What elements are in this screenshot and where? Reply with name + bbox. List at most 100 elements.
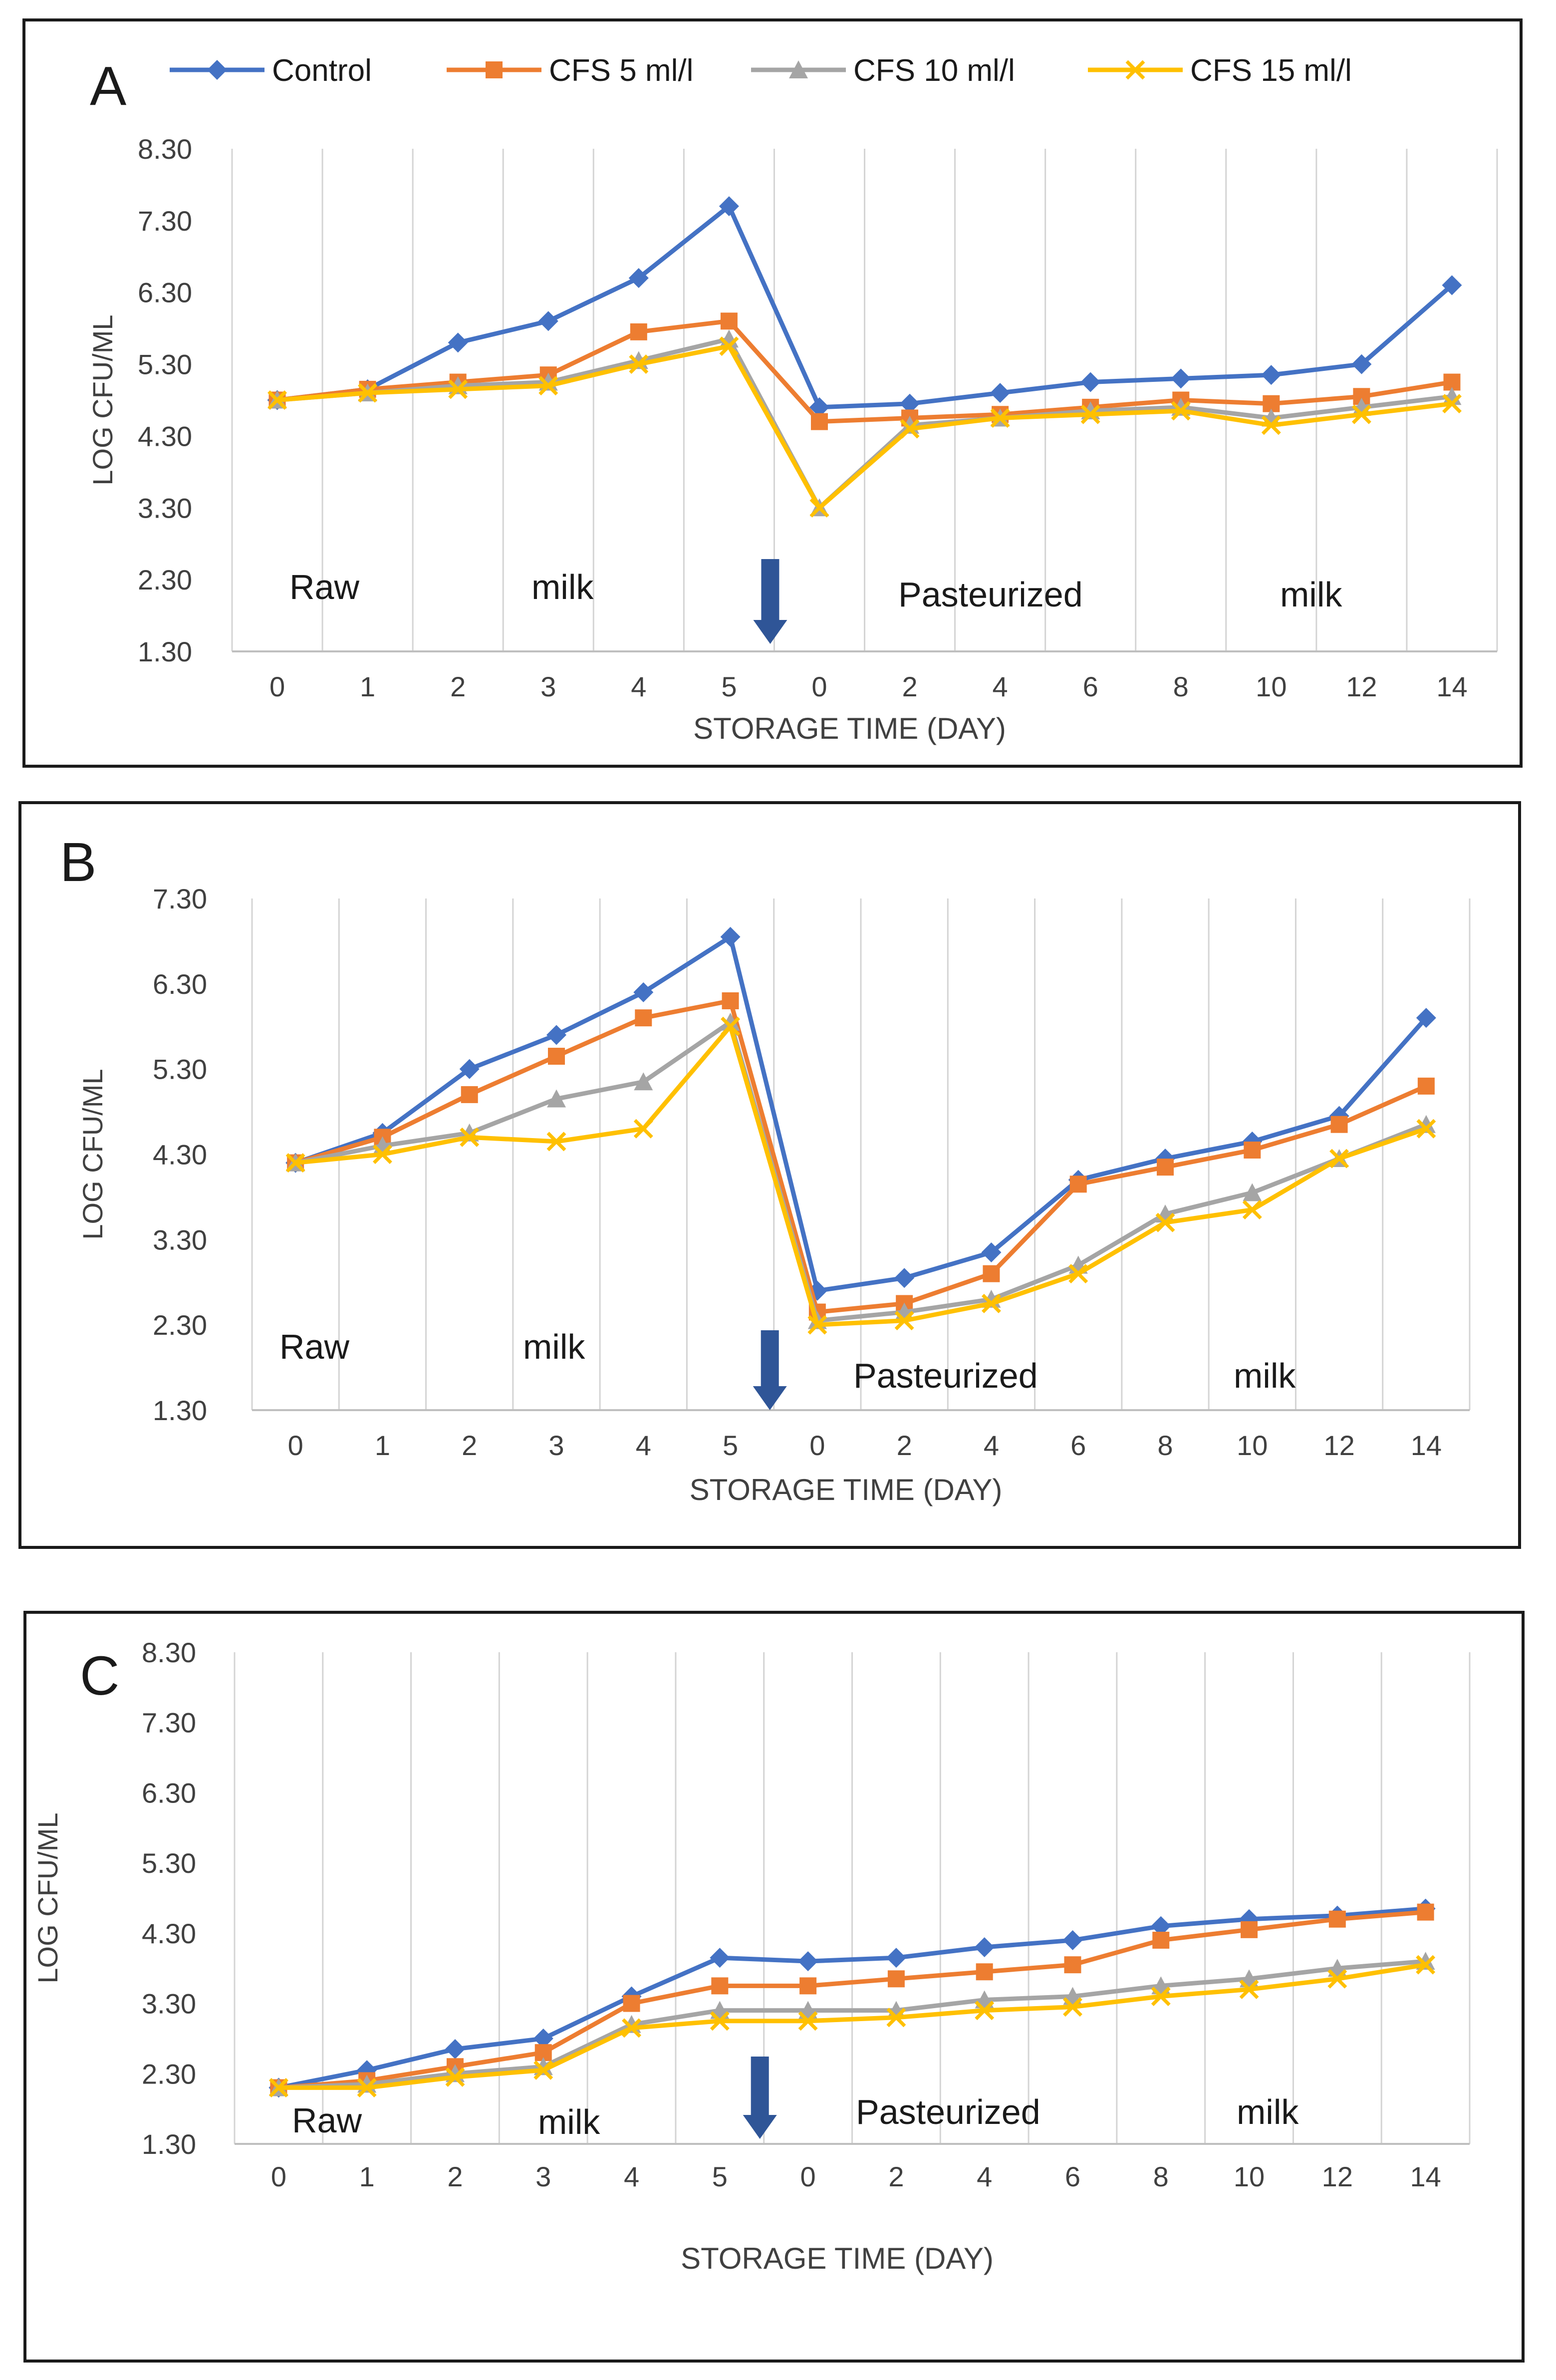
data-point <box>721 1012 740 1031</box>
data-point <box>628 268 649 288</box>
y-tick-label: 7.30 <box>138 205 192 237</box>
y-tick-label: 5.30 <box>153 1054 207 1085</box>
legend-item: CFS 15 ml/l <box>1088 53 1352 88</box>
pasteurization-arrow <box>743 2057 777 2139</box>
data-point <box>720 926 741 947</box>
x-tick-label: 0 <box>269 671 285 702</box>
data-point <box>1442 394 1462 414</box>
pasteurization-arrow <box>753 1330 787 1410</box>
x-tick-label: 4 <box>993 671 1008 702</box>
panel-c: C 1.302.303.304.305.306.307.308.300 1 2 3 4 5… <box>23 1611 1525 2363</box>
legend-marker <box>789 60 808 78</box>
legend-marker <box>486 61 503 78</box>
data-point <box>548 1048 565 1065</box>
data-point <box>798 2011 818 2031</box>
panel-a-frame <box>22 18 1523 768</box>
data-point <box>1241 1921 1258 1938</box>
data-point <box>719 196 739 217</box>
data-point <box>1171 368 1191 389</box>
x-tick-label: 10 <box>1237 1430 1268 1461</box>
x-tick-label: 8 <box>1153 2161 1169 2192</box>
data-point <box>809 397 829 417</box>
annotation-milk: milk <box>538 2102 600 2141</box>
y-tick-label: 3.30 <box>138 492 192 524</box>
data-point <box>460 1127 480 1147</box>
data-point <box>1068 1264 1088 1284</box>
x-tick-label: 8 <box>1173 671 1189 702</box>
series-line <box>295 1024 1427 1327</box>
series-cfs-15-ml-l <box>285 1016 1436 1335</box>
series-line <box>278 1959 1426 2090</box>
y-axis-title: LOG CFU/ML <box>32 1812 63 1983</box>
data-point <box>630 323 647 340</box>
data-point <box>634 1072 653 1091</box>
x-axis-title: STORAGE TIME (DAY) <box>693 712 1006 745</box>
data-point <box>1062 1997 1082 2017</box>
x-tick-label: 2 <box>897 1430 912 1461</box>
data-point <box>633 1119 653 1139</box>
x-tick-label: 4 <box>624 2161 639 2192</box>
data-point <box>981 1242 1002 1262</box>
annotation-pasteurized: Pasteurized <box>853 1356 1038 1395</box>
x-tick-label: 3 <box>540 671 556 702</box>
panel-b-plot: 1.302.303.304.305.306.307.300 1 2 3 4 5 0 2 4 6 8 1… <box>77 883 1471 1506</box>
data-point <box>886 2008 906 2028</box>
annotation-milk: milk <box>1280 575 1342 614</box>
data-point <box>721 1016 741 1036</box>
data-point <box>1417 1077 1435 1095</box>
legend-marker <box>1125 60 1145 80</box>
data-point <box>448 332 468 353</box>
annotation-milk: milk <box>523 1327 585 1366</box>
data-point <box>533 2060 553 2080</box>
panel-c-label: C <box>80 1645 119 1707</box>
data-point <box>1244 1141 1261 1159</box>
data-point <box>1327 1969 1347 1989</box>
data-point <box>285 1153 305 1173</box>
x-tick-label: 1 <box>359 2161 375 2192</box>
annotation-pasteurized: Pasteurized <box>898 575 1083 614</box>
y-tick-label: 1.30 <box>138 636 192 667</box>
x-tick-label: 10 <box>1256 671 1287 702</box>
series-line <box>278 1962 1426 2090</box>
data-point <box>799 1977 817 1995</box>
data-point <box>894 1268 915 1288</box>
data-point <box>720 312 738 330</box>
data-point <box>629 354 649 374</box>
data-point <box>722 992 739 1009</box>
x-tick-label: 2 <box>462 1430 477 1461</box>
x-axis-title: STORAGE TIME (DAY) <box>690 1473 1003 1506</box>
data-point <box>268 2078 288 2097</box>
data-point <box>809 498 829 518</box>
series-line <box>278 1910 1426 2090</box>
data-point <box>445 2039 465 2060</box>
data-point <box>807 1315 827 1335</box>
panel-a-label: A <box>90 55 127 117</box>
pasteurization-arrow <box>753 559 787 644</box>
data-point <box>633 982 654 1002</box>
x-tick-label: 0 <box>271 2161 286 2192</box>
data-point <box>1442 275 1462 296</box>
x-tick-label: 6 <box>1070 1430 1086 1461</box>
x-axis-title: STORAGE TIME (DAY) <box>681 2242 994 2275</box>
y-tick-label: 4.30 <box>138 420 192 452</box>
data-point <box>547 1089 566 1108</box>
data-point <box>358 383 378 403</box>
data-point <box>1151 1916 1171 1936</box>
x-tick-label: 12 <box>1346 671 1377 702</box>
data-point <box>976 1963 993 1981</box>
data-point <box>1261 415 1281 435</box>
panel-b-frame <box>18 801 1521 1549</box>
legend-item: CFS 10 ml/l <box>751 53 1015 88</box>
y-tick-label: 5.30 <box>138 349 192 380</box>
annotation-raw: Raw <box>289 568 359 606</box>
series-line <box>294 934 1428 1293</box>
data-point <box>623 1995 640 2012</box>
panel-b-label: B <box>60 832 96 893</box>
y-tick-label: 8.30 <box>142 1637 196 1668</box>
data-point <box>1416 1008 1436 1028</box>
x-tick-label: 5 <box>723 1430 738 1461</box>
panel-a-plot: 1.302.303.304.305.306.307.308.300 1 2 3 4 5 0 2… <box>87 133 1498 745</box>
data-point <box>1351 404 1371 424</box>
panel-c-plot: 1.302.303.304.305.306.307.308.300 1 2 3 4 5 0 2… <box>32 1637 1471 2275</box>
y-tick-label: 5.30 <box>142 1847 196 1879</box>
